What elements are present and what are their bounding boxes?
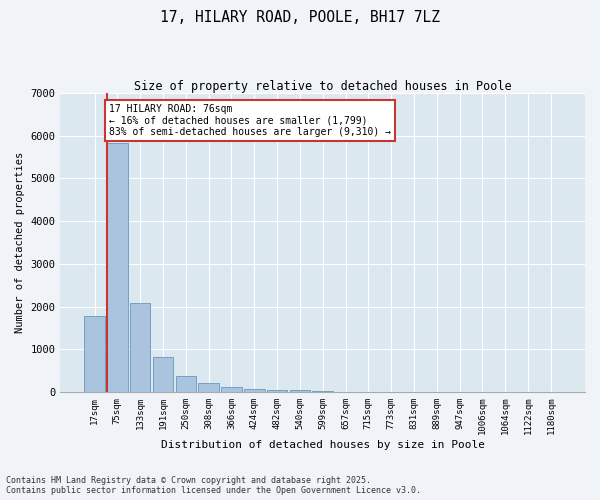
Y-axis label: Number of detached properties: Number of detached properties [15, 152, 25, 333]
Text: 17, HILARY ROAD, POOLE, BH17 7LZ: 17, HILARY ROAD, POOLE, BH17 7LZ [160, 10, 440, 25]
Bar [267, 390, 287, 392]
Bar [153, 357, 173, 392]
Title: Size of property relative to detached houses in Poole: Size of property relative to detached ho… [134, 80, 512, 93]
X-axis label: Distribution of detached houses by size in Poole: Distribution of detached houses by size … [161, 440, 485, 450]
Bar [130, 303, 151, 392]
Bar [84, 316, 105, 392]
Bar [199, 383, 219, 392]
Bar [107, 144, 128, 392]
Text: Contains HM Land Registry data © Crown copyright and database right 2025.
Contai: Contains HM Land Registry data © Crown c… [6, 476, 421, 495]
Bar [313, 390, 333, 392]
Bar [176, 376, 196, 392]
Bar [221, 387, 242, 392]
Bar [244, 388, 265, 392]
Bar [290, 390, 310, 392]
Text: 17 HILARY ROAD: 76sqm
← 16% of detached houses are smaller (1,799)
83% of semi-d: 17 HILARY ROAD: 76sqm ← 16% of detached … [109, 104, 391, 137]
